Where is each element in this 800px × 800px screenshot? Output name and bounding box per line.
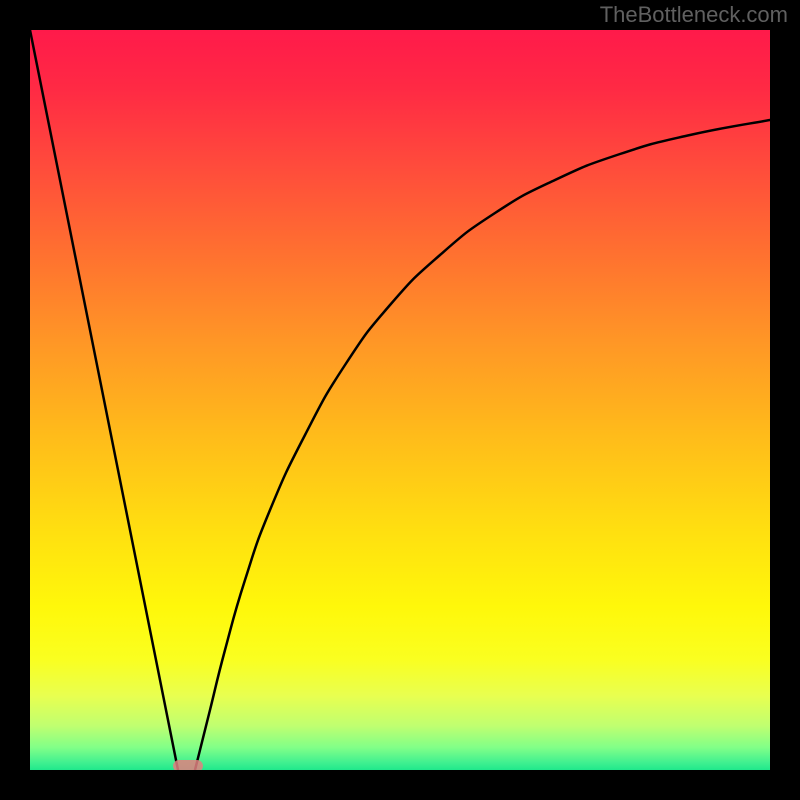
watermark-text: TheBottleneck.com <box>600 2 788 28</box>
plot-area <box>30 30 770 770</box>
minimum-marker <box>173 760 203 770</box>
bottleneck-curve <box>30 30 770 770</box>
curve-path <box>30 30 770 770</box>
